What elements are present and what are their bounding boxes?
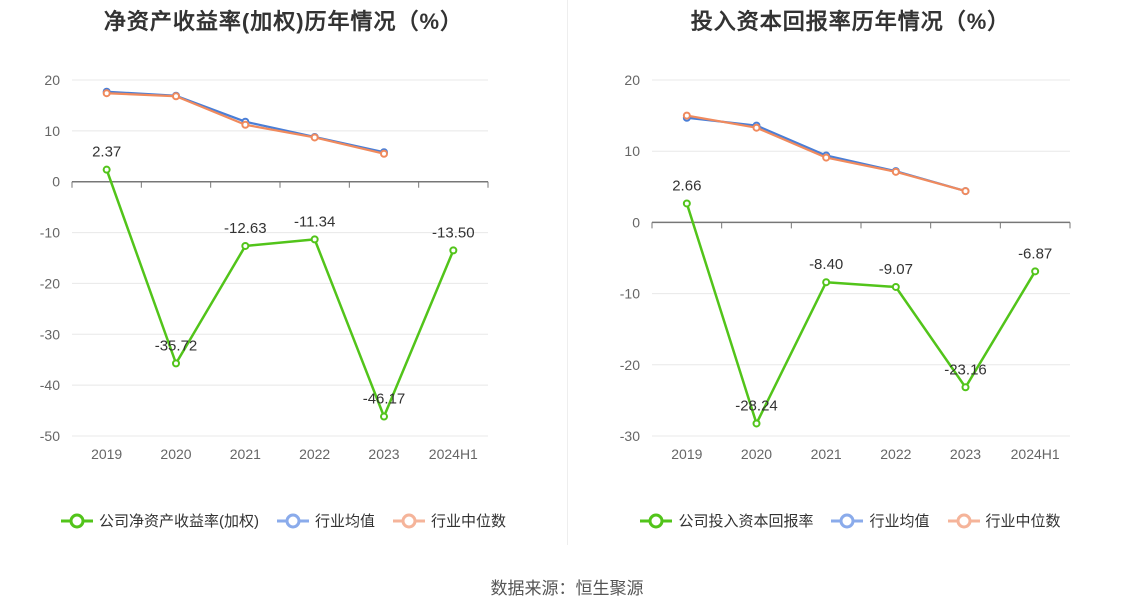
series-line: [685, 203, 1037, 425]
x-tick-label: 2019: [91, 446, 122, 462]
data-label: 2.37: [92, 144, 121, 161]
data-point[interactable]: [172, 359, 180, 368]
data-point[interactable]: [1031, 267, 1040, 276]
legend-label-company-roe: 公司净资产收益率(加权): [98, 513, 259, 530]
roe-legend: 公司净资产收益率(加权) 行业均值 行业中位数: [0, 510, 567, 531]
y-tick-label: -20: [40, 275, 60, 291]
legend-item-industry-avg[interactable]: 行业均值: [831, 510, 930, 531]
legend-swatch-median: [947, 513, 980, 528]
legend-swatch-avg: [276, 513, 309, 528]
y-tick-label: -10: [40, 225, 60, 241]
data-point[interactable]: [752, 419, 761, 428]
data-point[interactable]: [380, 412, 388, 421]
data-point[interactable]: [682, 111, 691, 120]
legend-item-industry-avg[interactable]: 行业均值: [276, 510, 375, 531]
data-point[interactable]: [102, 89, 111, 98]
data-label: 2.66: [672, 177, 701, 194]
data-point[interactable]: [822, 153, 831, 162]
legend-item-industry-median[interactable]: 行业中位数: [947, 510, 1061, 531]
y-tick-label: -40: [40, 377, 60, 393]
data-label: -8.40: [809, 256, 843, 273]
data-point[interactable]: [241, 241, 250, 250]
data-label: -6.87: [1018, 245, 1052, 262]
legend-label-industry-avg: 行业均值: [869, 513, 930, 530]
data-label: -46.17: [363, 391, 406, 408]
data-point[interactable]: [310, 133, 319, 142]
x-tick-label: 2023: [368, 446, 399, 462]
data-point[interactable]: [682, 199, 691, 208]
data-point[interactable]: [241, 120, 250, 129]
y-tick-label: -10: [620, 286, 640, 302]
y-tick-label: -50: [40, 428, 60, 444]
x-tick-label: 2020: [741, 446, 772, 462]
legend-swatch-company: [640, 513, 673, 528]
data-point[interactable]: [891, 282, 900, 291]
roic-chart-panel: 投入资本回报率历年情况（%） 20 10 0 -10 -20 -30 2019 2020 202…: [567, 0, 1134, 560]
x-tick-label: 2019: [671, 446, 702, 462]
legend-label-industry-avg: 行业均值: [314, 513, 375, 530]
y-tick-label: 20: [44, 72, 60, 88]
x-tick-label: 2024H1: [429, 446, 478, 462]
legend-label-company-roic: 公司投入资本回报率: [678, 513, 814, 530]
x-tick-label: 2021: [230, 446, 261, 462]
data-point[interactable]: [822, 278, 831, 287]
data-label: -13.50: [432, 224, 475, 241]
data-point[interactable]: [752, 123, 761, 132]
data-label: -23.16: [944, 361, 987, 378]
legend-swatch-company: [60, 513, 93, 528]
legend-item-industry-median[interactable]: 行业中位数: [393, 510, 506, 531]
x-tick-label: 2022: [299, 446, 330, 462]
data-label: -11.34: [294, 213, 335, 230]
legend-swatch-avg: [831, 513, 864, 528]
y-tick-label: -30: [40, 326, 60, 342]
y-tick-label: 10: [624, 143, 640, 159]
legend-label-industry-median: 行业中位数: [985, 513, 1061, 530]
data-label: -28.24: [735, 397, 778, 414]
data-label: -35.72: [155, 337, 198, 354]
data-label: -12.63: [224, 220, 267, 237]
roic-legend: 公司投入资本回报率 行业均值 行业中位数: [567, 510, 1134, 531]
x-tick-label: 2022: [880, 446, 911, 462]
data-label: -9.07: [879, 261, 913, 278]
x-tick-label: 2023: [950, 446, 981, 462]
y-tick-label: 20: [624, 72, 640, 88]
data-point[interactable]: [961, 187, 970, 196]
legend-item-company-roe[interactable]: 公司净资产收益率(加权): [60, 510, 259, 531]
legend-label-industry-median: 行业中位数: [431, 513, 507, 530]
panel-divider: [567, 0, 568, 545]
y-tick-label: -20: [620, 357, 640, 373]
data-point[interactable]: [310, 235, 319, 244]
y-tick-label: -30: [620, 428, 640, 444]
data-point[interactable]: [449, 246, 458, 255]
roe-chart-title: 净资产收益率(加权)历年情况（%）: [103, 9, 464, 34]
roic-chart: 20 10 0 -10 -20 -30 2019 2020 2021 2022 2023 2024H1…: [620, 72, 1071, 462]
roic-chart-title: 投入资本回报率历年情况（%）: [690, 9, 1011, 34]
data-source-note: 数据来源：恒生聚源: [490, 579, 644, 598]
data-point[interactable]: [961, 383, 970, 392]
roe-chart-panel: 净资产收益率(加权)历年情况（%） 20 10 0 -10 -20 -30 -40 -50 20…: [0, 0, 567, 560]
data-point[interactable]: [891, 167, 900, 176]
x-tick-label: 2024H1: [1011, 446, 1060, 462]
y-tick-label: 0: [632, 214, 640, 230]
y-tick-label: 10: [44, 123, 60, 139]
x-tick-label: 2020: [160, 446, 191, 462]
roe-chart: 20 10 0 -10 -20 -30 -40 -50 2019 2020 2021 2022 2023…: [40, 72, 489, 462]
legend-item-company-roic[interactable]: 公司投入资本回报率: [640, 510, 813, 531]
data-point[interactable]: [380, 149, 388, 158]
legend-swatch-median: [393, 513, 425, 528]
x-tick-label: 2021: [811, 446, 842, 462]
data-point[interactable]: [102, 165, 111, 174]
y-tick-label: 0: [52, 174, 60, 190]
series-line: [105, 169, 455, 418]
data-point[interactable]: [172, 92, 180, 101]
